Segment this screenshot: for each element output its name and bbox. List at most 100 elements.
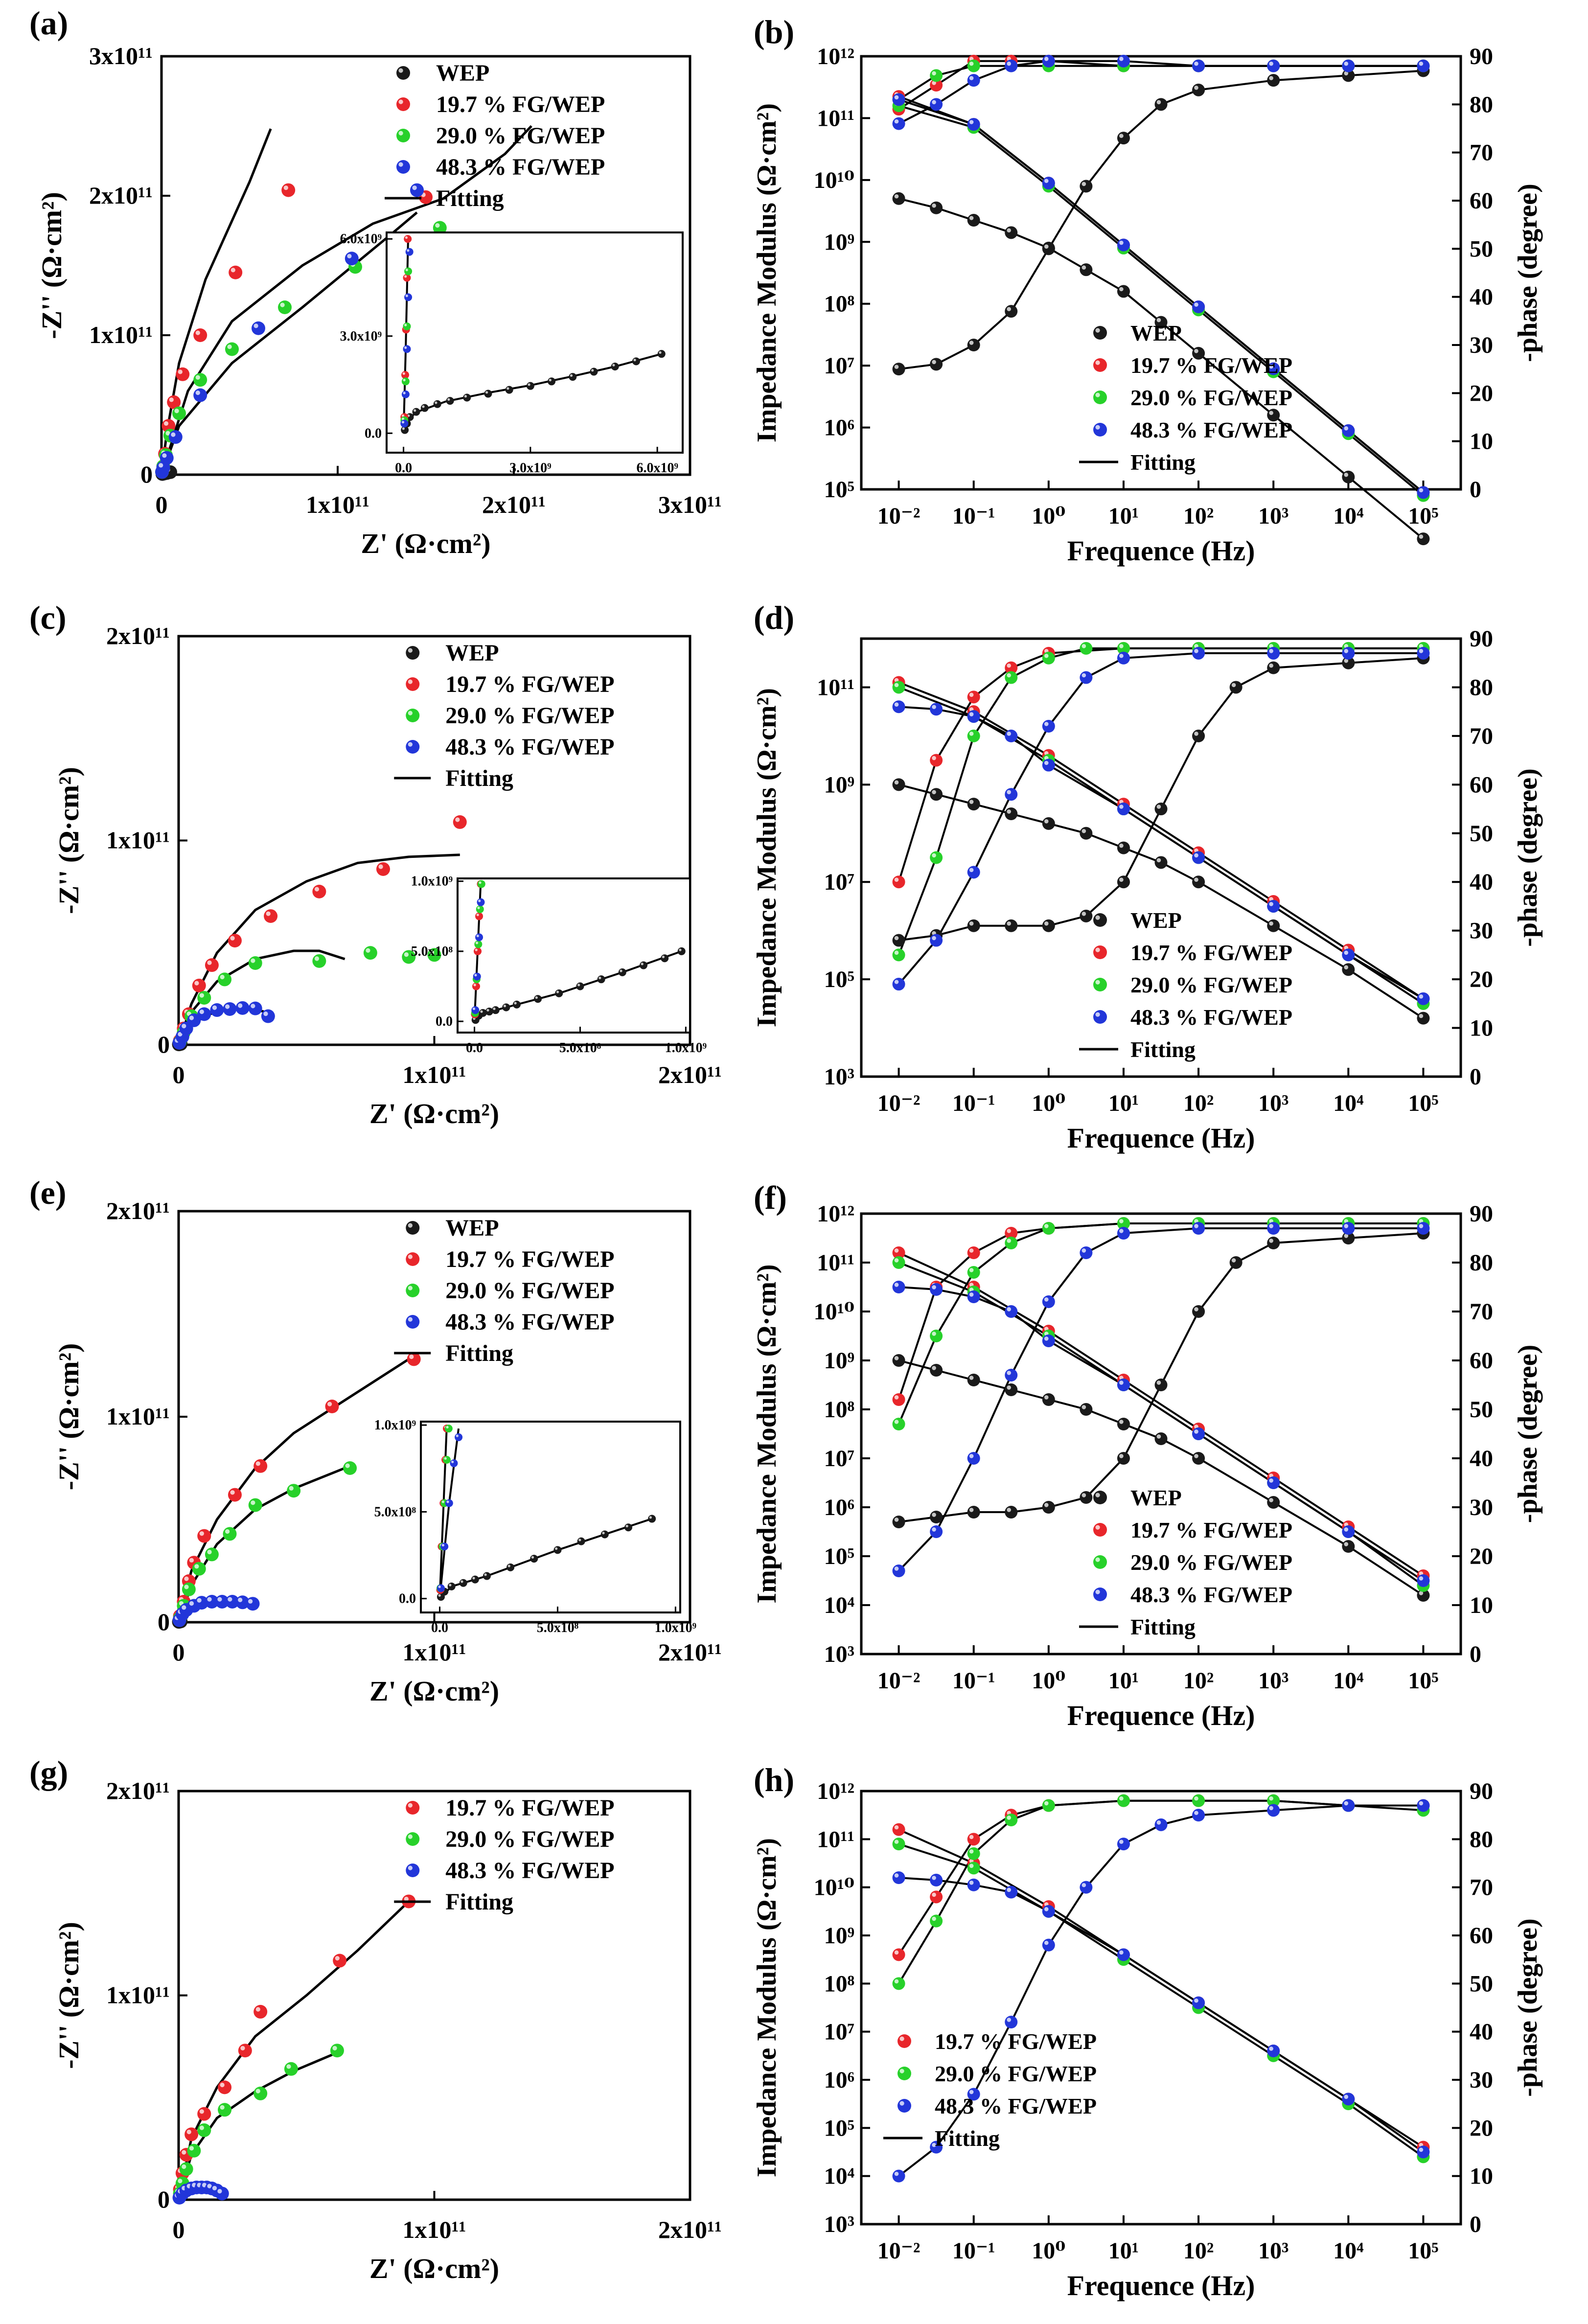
point-19-7-fg-wep-highlight <box>230 268 235 273</box>
legend-label: 29.0 % FG/WEP <box>935 2061 1097 2086</box>
phase-point-29-0-fg-wep <box>1192 1794 1205 1807</box>
panel-letter-b: (b) <box>754 13 794 50</box>
point-19-7-fg-wep <box>176 367 190 381</box>
point-29-0-fg-wep <box>187 2143 201 2158</box>
point-19-7-fg-wep-highlight <box>195 330 200 335</box>
inset-point-wep-highlight <box>486 1009 489 1012</box>
inset-point-wep <box>555 989 563 997</box>
inset-point-48-3-fg-wep <box>400 419 409 428</box>
point-48-3-fg-wep <box>160 451 174 465</box>
legend-swatch-29-0-fg-wep-highlight <box>899 2069 904 2073</box>
x-tick-label: 10⁻¹ <box>952 1668 995 1694</box>
inset-point-wep <box>512 1000 521 1009</box>
modulus-point-wep <box>1154 856 1168 869</box>
legend-swatch-29-0-fg-wep <box>898 2067 911 2080</box>
inset-point-wep-highlight <box>679 948 682 951</box>
point-29-0-fg-wep <box>248 956 262 970</box>
phase-point-wep-highlight <box>1119 1454 1124 1458</box>
point-19-7-fg-wep-highlight <box>199 2109 204 2114</box>
bode-panel-b: 10⁻² 10⁻¹ 10⁰ 10¹ 10² 10³ 10⁴ 10⁵ 10⁵ 10⁶ 10⁷ 10⁸ 10… <box>752 44 1543 567</box>
point-48-3-fg-wep-highlight <box>238 1003 243 1008</box>
modulus-point-48-3-fg-wep <box>892 93 905 106</box>
phase-point-29-0-fg-wep-highlight <box>1044 1224 1049 1228</box>
modulus-point-wep-highlight <box>1344 1542 1349 1546</box>
phase-point-wep <box>1154 803 1168 816</box>
point-29-0-fg-wep <box>197 990 211 1005</box>
y2-tick-label: 90 <box>1470 1778 1493 1804</box>
phase-point-48-3-fg-wep-highlight <box>1419 61 1424 66</box>
inset-point-48-3-fg-wep-highlight <box>456 1434 459 1437</box>
point-19-7-fg-wep-highlight <box>220 2082 225 2088</box>
phase-point-48-3-fg-wep <box>1117 651 1130 665</box>
point-48-3-fg-wep-highlight <box>212 1005 217 1010</box>
modulus-point-wep <box>1342 963 1355 976</box>
inset-plot: 0.0 5.0x10⁸ 1.0x10⁹ 0.0 5.0x10⁸ 1.0x10⁹ <box>411 874 707 1056</box>
inset-point-wep-highlight <box>556 990 559 993</box>
inset-point-48-3-fg-wep-highlight <box>446 1500 449 1503</box>
inset-point-wep-highlight <box>449 1584 452 1587</box>
phase-point-29-0-fg-wep <box>930 851 943 864</box>
phase-point-48-3-fg-wep-highlight <box>1419 1801 1424 1806</box>
y-tick-label: 10⁸ <box>824 1397 854 1423</box>
y2-tick-label: 50 <box>1470 236 1493 262</box>
inset-point-48-3-fg-wep-highlight <box>405 294 408 298</box>
modulus-point-48-3-fg-wep-highlight <box>1419 1576 1424 1581</box>
x-tick-label: 1x10¹¹ <box>306 491 369 518</box>
phase-point-wep-highlight <box>1119 877 1124 882</box>
inset-point-wep <box>530 1555 538 1563</box>
phase-point-19-7-fg-wep <box>967 1833 980 1846</box>
phase-point-wep <box>967 1506 980 1519</box>
x-tick-label: 10⁻² <box>877 2238 921 2264</box>
point-19-7-fg-wep <box>192 978 206 992</box>
plot-frame <box>860 1790 1462 2226</box>
legend-swatch-wep <box>1093 913 1107 927</box>
inset-point-wep-highlight <box>485 391 488 394</box>
point-48-3-fg-wep-highlight <box>412 185 417 190</box>
phase-point-29-0-fg-wep-highlight <box>932 853 936 858</box>
modulus-point-48-3-fg-wep-highlight <box>1344 1527 1349 1532</box>
inset-point-29-0-fg-wep <box>476 905 484 913</box>
legend-swatch-wep-highlight <box>1095 328 1100 333</box>
point-48-3-fg-wep-highlight <box>207 1597 212 1602</box>
inset-point-wep <box>447 1582 456 1590</box>
point-29-0-fg-wep-highlight <box>404 952 409 957</box>
x-tick-label: 10⁵ <box>1408 1668 1438 1694</box>
modulus-point-48-3-fg-wep-highlight <box>1269 902 1273 906</box>
modulus-point-wep-highlight <box>1419 1013 1424 1018</box>
phase-point-wep-highlight <box>1194 85 1198 90</box>
point-19-7-fg-wep <box>253 1459 268 1473</box>
phase-point-48-3-fg-wep-highlight <box>1269 648 1273 653</box>
phase-point-48-3-fg-wep-highlight <box>1419 1224 1424 1228</box>
phase-point-29-0-fg-wep-highlight <box>894 1420 899 1424</box>
inset-x-tick-label: 3.0x10⁹ <box>509 460 551 476</box>
modulus-point-wep <box>1042 817 1055 830</box>
phase-point-29-0-fg-wep-highlight <box>1119 644 1124 648</box>
inset-point-wep-highlight <box>460 1580 463 1583</box>
modulus-point-wep <box>1080 263 1093 276</box>
phase-point-wep <box>1229 1256 1243 1269</box>
inset-point-19-7-fg-wep <box>472 982 480 990</box>
x-tick-label: 10⁻¹ <box>952 2238 995 2264</box>
inset-point-wep <box>505 386 513 394</box>
phase-point-48-3-fg-wep <box>1192 59 1205 72</box>
inset-point-48-3-fg-wep-highlight <box>401 421 405 424</box>
inset-point-48-3-fg-wep <box>445 1499 453 1507</box>
point-29-0-fg-wep <box>179 2162 193 2176</box>
inset-point-wep-highlight <box>612 364 615 367</box>
inset-point-19-7-fg-wep <box>474 947 482 955</box>
inset-point-19-7-fg-wep-highlight <box>475 948 478 951</box>
point-19-7-fg-wep <box>376 862 390 876</box>
phase-point-19-7-fg-wep-highlight <box>932 81 936 85</box>
point-48-3-fg-wep <box>261 1009 275 1023</box>
modulus-point-48-3-fg-wep-highlight <box>894 95 899 100</box>
modulus-point-48-3-fg-wep <box>930 703 943 716</box>
phase-point-29-0-fg-wep-highlight <box>969 1849 974 1854</box>
x-tick-label: 10² <box>1183 1668 1214 1694</box>
phase-point-48-3-fg-wep-highlight <box>1419 648 1424 653</box>
modulus-point-48-3-fg-wep-highlight <box>1044 179 1049 183</box>
panel-letter-a: (a) <box>29 4 68 42</box>
point-29-0-fg-wep-highlight <box>174 409 179 414</box>
x-tick-label: 10⁴ <box>1333 1668 1363 1694</box>
phase-point-29-0-fg-wep-highlight <box>1007 1816 1011 1820</box>
modulus-point-48-3-fg-wep <box>1117 1948 1130 1961</box>
